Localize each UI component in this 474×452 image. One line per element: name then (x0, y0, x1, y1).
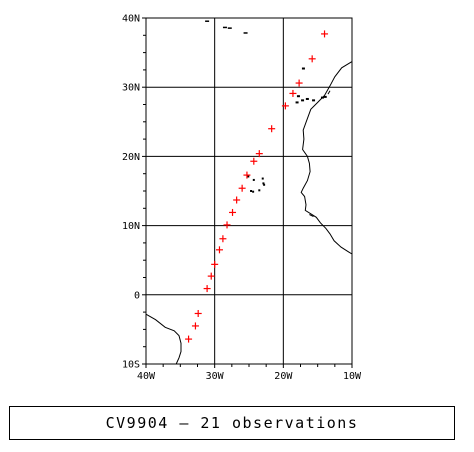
observation-markers (185, 30, 329, 343)
observation-marker (215, 246, 223, 254)
cape-verde-island (247, 175, 250, 178)
bijagos-island (309, 214, 314, 218)
observation-marker (281, 102, 289, 110)
cape-verde-island (263, 183, 266, 186)
observation-marker (211, 260, 219, 268)
cape-verde-island (250, 190, 253, 192)
y-tick-label: 10N (122, 221, 140, 232)
observation-marker (268, 125, 276, 133)
x-tick-label: 30W (206, 371, 225, 382)
observation-marker (243, 171, 251, 179)
observation-marker (289, 89, 297, 97)
cape-verde-island (252, 178, 255, 181)
observation-marker (191, 322, 199, 330)
canary-island (320, 96, 324, 99)
observation-marker (233, 196, 241, 204)
observation-marker (194, 309, 202, 317)
canary-island (296, 95, 300, 98)
observation-marker (250, 157, 258, 165)
observation-marker (229, 208, 237, 216)
canary-island (327, 90, 331, 95)
map-frame (145, 17, 353, 365)
observation-marker (223, 221, 231, 229)
canary-island (305, 97, 309, 100)
caption-box: CV9904 – 21 observations (9, 406, 455, 440)
y-tick-label: 30N (122, 83, 140, 94)
y-tick-label: 20N (122, 152, 140, 163)
azores-island (243, 32, 248, 34)
plot-border (145, 17, 353, 365)
observation-marker (203, 285, 211, 293)
map-grid (146, 18, 352, 364)
observation-marker (321, 30, 329, 38)
africa-coastline (300, 61, 353, 255)
y-tick-label: 0 (134, 290, 140, 301)
azores-island (227, 27, 232, 29)
observation-marker (238, 184, 246, 192)
axis-ticks (142, 17, 353, 368)
cape-verde-island (262, 182, 265, 185)
x-tick-label: 20W (274, 371, 293, 382)
azores-island (205, 20, 210, 22)
observation-marker (207, 272, 215, 280)
canary-island (295, 101, 299, 104)
madeira-island (301, 67, 305, 70)
caption-text: CV9904 – 21 observations (105, 414, 359, 432)
canary-island (323, 95, 327, 98)
cape-verde-island (252, 190, 255, 193)
x-tick-label: 40W (137, 371, 156, 382)
observation-marker (295, 79, 303, 87)
observation-marker (219, 235, 227, 243)
coastlines (145, 20, 353, 365)
observation-marker (255, 150, 263, 158)
observation-marker (308, 55, 316, 63)
canary-island (312, 99, 316, 102)
y-tick-label: 40N (122, 14, 140, 25)
south-america-coastline (145, 313, 182, 365)
y-tick-label: 10S (122, 360, 140, 371)
cape-verde-island (258, 189, 261, 192)
cape-verde-island (261, 177, 264, 180)
canary-island (301, 99, 305, 102)
x-tick-label: 10W (343, 371, 362, 382)
azores-island (222, 26, 227, 29)
observation-marker (185, 335, 193, 343)
